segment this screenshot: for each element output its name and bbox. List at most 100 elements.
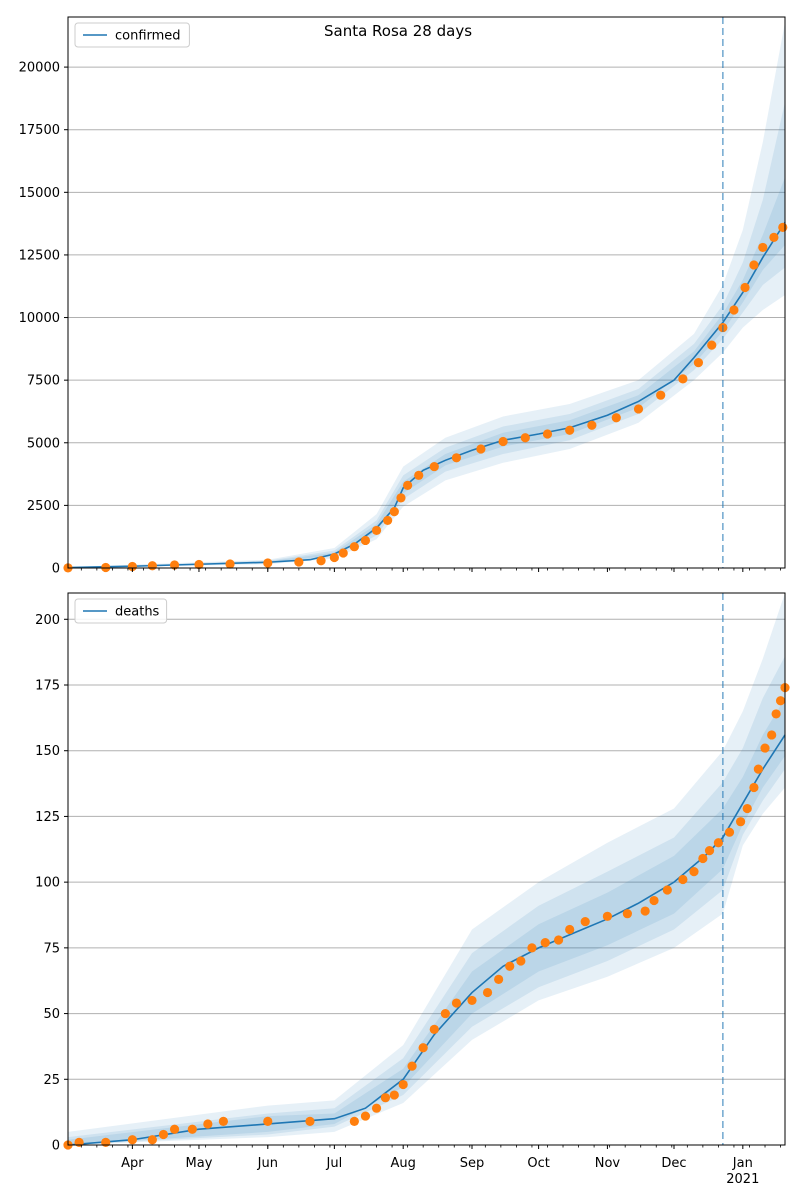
observed-point [678,874,688,885]
observed-point [360,1111,371,1121]
observed-point [771,709,781,719]
observed-point [713,838,724,848]
y-tick-label: 7500 [27,374,60,389]
y-tick-label: 5000 [27,436,60,451]
observed-point [429,1024,439,1034]
observed-point [742,803,752,814]
y-tick-label: 2500 [27,499,60,514]
axes-frame [67,592,786,1146]
y-tick-label: 25 [43,1073,60,1088]
observed-point [263,558,273,568]
observed-point [649,895,659,906]
observed-point [316,556,326,566]
observed-point [349,542,359,552]
observed-point [407,1061,417,1071]
observed-point [169,1124,180,1134]
observed-point [565,924,575,935]
observed-point [527,943,537,953]
observed-point [147,1135,157,1145]
observed-point [698,853,708,864]
y-tick-label: 15000 [19,186,60,201]
y-tick-label: 150 [35,744,60,759]
y-tick-label: 125 [35,810,60,825]
observed-point [749,782,759,793]
y-tick-label: 75 [43,941,60,956]
deaths-panel: 0 25 50 75 100 125 150 175 200 Apr May Jun Jul Aug Sep… [35,592,790,1187]
axes-frame [67,16,786,569]
observed-point [689,867,699,877]
observed-point [389,507,399,517]
confidence-band [68,698,785,1145]
y-tick-label: 17500 [19,123,60,138]
observed-point [396,493,406,503]
y-tick-label: 10000 [19,311,60,326]
legend-label: deaths [115,605,160,620]
observed-point [767,730,777,740]
observed-point [203,1119,213,1129]
x-tick-label: May [186,1156,213,1171]
observed-point [194,559,204,570]
observed-point [360,535,371,546]
observed-point [640,906,650,916]
confirmed-panel: 0 2500 5000 7500 10000 12500 15000 17500 20000 co… [19,16,788,577]
observed-point [263,1116,273,1126]
observed-point [724,827,735,837]
observed-point [294,557,304,567]
observed-point [520,433,530,443]
observed-point [516,956,526,966]
observed-point [749,260,759,270]
observed-point [414,470,424,480]
observed-point [778,222,788,232]
observed-point [218,1116,228,1126]
observed-point [349,1116,359,1126]
y-tick-label: 50 [43,1007,60,1022]
observed-point [187,1124,197,1134]
observed-point [678,374,688,384]
observed-point [101,1137,111,1147]
legend-box [74,598,168,624]
observed-point [775,696,786,706]
observed-point [602,911,613,921]
y-tick-label: 0 [52,1139,60,1154]
observed-point [476,444,486,454]
observed-point [127,561,137,572]
x-tick-label: Jul [326,1156,343,1171]
observed-point [451,453,462,463]
observed-point [656,390,666,400]
x-tick-label: Jan [732,1156,753,1171]
x-tick-label: Aug [390,1156,415,1171]
x-tick-label: Dec [661,1156,686,1171]
observed-point [169,560,180,570]
observed-point [403,480,413,490]
observed-point [127,1135,137,1145]
observed-point [225,559,235,569]
observed-point [693,358,704,368]
y-tick-label: 100 [35,876,60,891]
x-tick-label: Nov [595,1156,621,1171]
observed-point [467,995,477,1006]
observed-point [380,1093,391,1103]
observed-point [429,461,439,472]
observed-point [553,935,564,945]
observed-point [587,420,597,430]
observed-point [758,242,768,253]
observed-point [440,1008,450,1019]
y-tick-label: 200 [35,613,60,628]
observed-point [101,562,111,573]
y-tick-label: 175 [35,679,60,694]
x-tick-label: Sep [460,1156,485,1171]
observed-point [760,743,770,753]
y-tick-label: 20000 [19,61,60,76]
plot-area [68,17,785,568]
observed-point [383,515,393,526]
observed-point [633,404,644,414]
observed-point [494,974,504,985]
observed-point [305,1116,315,1126]
figure-title: Santa Rosa 28 days [324,22,472,40]
observed-point [329,552,339,563]
observed-point [482,987,493,998]
observed-point [769,232,779,242]
observed-point [338,548,348,558]
x-tick-label: Jun [257,1156,278,1171]
confidence-band [68,593,785,1145]
